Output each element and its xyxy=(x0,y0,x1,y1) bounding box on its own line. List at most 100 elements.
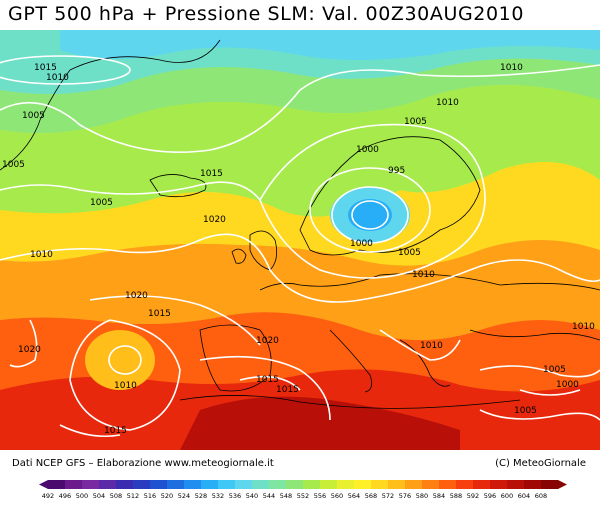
data-source-credit: Dati NCEP GFS – Elaborazione www.meteogi… xyxy=(12,458,274,469)
colorbar-swatch xyxy=(388,480,406,489)
colorbar-swatch xyxy=(405,480,423,489)
colorbar-tick-label: 544 xyxy=(263,492,275,500)
colorbar-swatch xyxy=(286,480,304,489)
colorbar-tick-label: 492 xyxy=(42,492,54,500)
colorbar-tick-label: 608 xyxy=(535,492,547,500)
colorbar-ticks: 492 496 500 504 508 512 516 520 524 528 532 536 540 5… xyxy=(42,492,547,500)
colorbar-swatch xyxy=(150,480,168,489)
isobar-label: 995 xyxy=(388,166,405,176)
isobar-label: 1005 xyxy=(90,198,113,208)
isobar-label: 1020 xyxy=(256,336,279,346)
colorbar-tick-label: 560 xyxy=(331,492,343,500)
weather-map: 1015 1010 1005 1005 1015 1005 1020 1010 … xyxy=(0,30,600,450)
colorbar-tick-label: 564 xyxy=(348,492,360,500)
colorbar: 492 496 500 504 508 512 516 520 524 528 532 536 540 5… xyxy=(39,480,567,500)
colorbar-tick-label: 568 xyxy=(365,492,377,500)
colorbar-swatch xyxy=(320,480,338,489)
isobar-label: 1015 xyxy=(148,309,171,319)
isobar-label: 1015 xyxy=(276,385,299,395)
isobar-label: 1020 xyxy=(18,345,41,355)
isobar-label: 1005 xyxy=(404,117,427,127)
isobar-label: 1010 xyxy=(420,341,443,351)
isobar-label: 1000 xyxy=(356,145,379,155)
isobar-label: 1015 xyxy=(34,63,57,73)
colorbar-swatch xyxy=(473,480,491,489)
colorbar-swatch xyxy=(99,480,117,489)
colorbar-tick-label: 532 xyxy=(212,492,224,500)
isobar-label: 1010 xyxy=(412,270,435,280)
colorbar-tick-label: 536 xyxy=(229,492,241,500)
colorbar-swatch xyxy=(82,480,100,489)
colorbar-swatch xyxy=(371,480,389,489)
colorbar-swatch xyxy=(337,480,355,489)
isobar-label: 1005 xyxy=(398,248,421,258)
isobar-label: 1005 xyxy=(514,406,537,416)
isobar-label: 1010 xyxy=(114,381,137,391)
colorbar-tick-label: 556 xyxy=(314,492,326,500)
isobar-label: 1000 xyxy=(350,239,373,249)
colorbar-swatch xyxy=(354,480,372,489)
colorbar-tick-label: 516 xyxy=(144,492,156,500)
colorbar-swatch xyxy=(201,480,219,489)
colorbar-tick-label: 600 xyxy=(501,492,513,500)
colorbar-swatch xyxy=(116,480,134,489)
colorbar-tick-label: 604 xyxy=(518,492,530,500)
colorbar-swatches xyxy=(39,480,567,489)
colorbar-swatch xyxy=(541,480,559,489)
isobar-label: 1005 xyxy=(22,111,45,121)
colorbar-swatch xyxy=(65,480,83,489)
colorbar-swatch xyxy=(167,480,185,489)
colorbar-tick-label: 588 xyxy=(450,492,462,500)
colorbar-tick-label: 500 xyxy=(76,492,88,500)
colorbar-tick-label: 512 xyxy=(127,492,139,500)
isobar-label: 1010 xyxy=(572,322,595,332)
colorbar-left-arrow xyxy=(39,480,48,489)
geopotential-bands xyxy=(0,30,600,450)
colorbar-tick-label: 596 xyxy=(484,492,496,500)
colorbar-swatch xyxy=(422,480,440,489)
colorbar-tick-label: 592 xyxy=(467,492,479,500)
colorbar-tick-label: 520 xyxy=(161,492,173,500)
isobar-label: 1005 xyxy=(543,365,566,375)
isobar-label: 1015 xyxy=(256,375,279,385)
isobar-label: 1015 xyxy=(200,169,223,179)
colorbar-swatch xyxy=(303,480,321,489)
colorbar-swatch xyxy=(184,480,202,489)
isobar-label: 1010 xyxy=(436,98,459,108)
colorbar-swatch xyxy=(269,480,287,489)
colorbar-tick-label: 504 xyxy=(93,492,105,500)
isobar-label: 1020 xyxy=(203,215,226,225)
colorbar-swatch xyxy=(133,480,151,489)
colorbar-tick-label: 496 xyxy=(59,492,71,500)
isobar-label: 1020 xyxy=(125,291,148,301)
colorbar-tick-label: 552 xyxy=(297,492,309,500)
isobar-labels: 1015 1010 1005 1005 1015 1005 1020 1010 … xyxy=(2,63,595,436)
colorbar-tick-label: 584 xyxy=(433,492,445,500)
colorbar-tick-label: 572 xyxy=(382,492,394,500)
colorbar-right-arrow xyxy=(558,480,567,489)
colorbar-tick-label: 508 xyxy=(110,492,122,500)
colorbar-swatch xyxy=(252,480,270,489)
colorbar-tick-label: 580 xyxy=(416,492,428,500)
isobar-label: 1010 xyxy=(500,63,523,73)
colorbar-swatch xyxy=(456,480,474,489)
isobar-label: 1010 xyxy=(30,250,53,260)
colorbar-tick-label: 528 xyxy=(195,492,207,500)
colorbar-tick-label: 548 xyxy=(280,492,292,500)
map-title: GPT 500 hPa + Pressione SLM: Val. 00Z30A… xyxy=(8,3,525,25)
colorbar-swatch xyxy=(507,480,525,489)
isobar-label: 1000 xyxy=(556,380,579,390)
colorbar-tick-label: 524 xyxy=(178,492,190,500)
colorbar-swatch xyxy=(48,480,66,489)
isobar-label: 1015 xyxy=(104,426,127,436)
colorbar-tick-label: 576 xyxy=(399,492,411,500)
isobars xyxy=(0,55,600,438)
colorbar-swatch xyxy=(524,480,542,489)
colorbar-swatch xyxy=(218,480,236,489)
copyright-notice: (C) MeteoGiornale xyxy=(495,458,586,469)
colorbar-swatch xyxy=(490,480,508,489)
isobar-label: 1005 xyxy=(2,160,25,170)
colorbar-tick-label: 540 xyxy=(246,492,258,500)
coastlines xyxy=(0,39,600,409)
colorbar-swatch xyxy=(439,480,457,489)
